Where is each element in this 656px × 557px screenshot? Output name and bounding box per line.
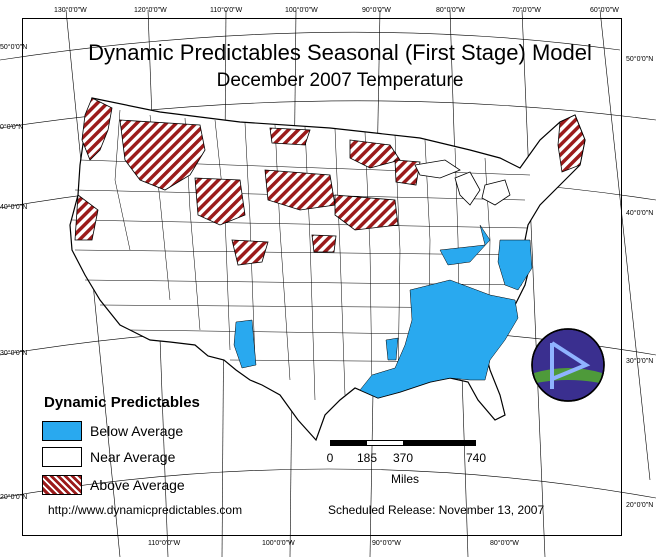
scale-tick: 370: [392, 451, 414, 465]
coord-label: 50°0'0"N: [0, 44, 28, 51]
coord-label: 90°0'0"W: [362, 7, 391, 14]
coord-label: 80°0'0"W: [490, 540, 519, 547]
footer-url: http://www.dynamicpredictables.com: [48, 503, 243, 517]
map-title: Dynamic Predictables Seasonal (First Sta…: [88, 40, 592, 65]
below-average-regions: [233, 224, 533, 399]
coord-label: 120°0'0"W: [134, 7, 167, 14]
footer-release: Scheduled Release: November 13, 2007: [328, 503, 545, 517]
coord-label: 20°0'0"N: [626, 502, 654, 509]
map-subtitle: December 2007 Temperature: [216, 70, 464, 91]
coord-label: 30°0'0"N: [0, 350, 28, 357]
coord-label: 50°0'0"N: [626, 56, 654, 63]
coord-label: 0°0'0"N: [0, 124, 24, 131]
above-average-regions: [74, 97, 586, 266]
legend-label: Near Average: [90, 449, 176, 465]
coord-label: 100°0'0"W: [285, 7, 318, 14]
scale-tick: 740: [465, 451, 487, 465]
coord-label: 30°0'0"N: [626, 358, 654, 365]
scale-segment: [367, 441, 403, 445]
coord-label: 40°0'0"N: [626, 210, 654, 217]
scale-units: Miles: [391, 472, 420, 486]
legend-item-below: Below Average: [42, 420, 183, 442]
coord-label: 70°0'0"W: [512, 7, 541, 14]
scale-segment: [331, 441, 367, 445]
great-lakes: [414, 159, 511, 206]
county-mesh: [71, 109, 531, 401]
coord-label: 130°0'0"W: [54, 7, 87, 14]
scale-segment: [439, 441, 475, 445]
legend-item-near: Near Average: [42, 446, 175, 468]
scale-tick: 0: [326, 451, 334, 465]
coord-label: 40°0'0"N: [0, 204, 28, 211]
legend-title: Dynamic Predictables: [44, 394, 200, 411]
scale-segment: [403, 441, 439, 445]
coord-label: 100°0'0"W: [262, 540, 295, 547]
legend-label: Above Average: [90, 477, 185, 493]
legend-item-above: Above Average: [42, 474, 185, 496]
map-frame: [22, 18, 622, 536]
coord-label: 60°0'0"W: [590, 7, 619, 14]
legend-label: Below Average: [90, 423, 184, 439]
coord-label: 90°0'0"W: [372, 540, 401, 547]
dynamic-predictables-logo: [531, 328, 605, 402]
scale-tick: 185: [356, 451, 378, 465]
coord-label: 110°0'0"W: [210, 7, 243, 14]
coord-label: 110°0'0"W: [148, 540, 181, 547]
legend-swatch-below: [42, 421, 82, 441]
coord-label: 80°0'0"W: [436, 7, 465, 14]
scale-bar: [330, 440, 476, 446]
legend-swatch-above: [42, 475, 82, 495]
legend-swatch-near: [42, 447, 82, 467]
coord-label: 20°0'0"N: [0, 494, 28, 501]
